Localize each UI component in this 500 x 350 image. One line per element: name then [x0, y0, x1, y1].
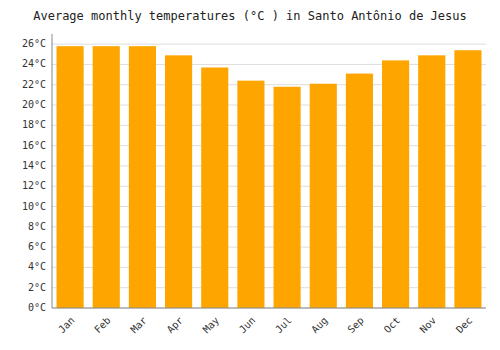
y-tick-label: 14°C	[22, 160, 46, 171]
x-axis: Jan Feb Mar Apr May Jun Jul Aug Sep Oct Nov Dec	[52, 308, 486, 335]
x-axis-line	[52, 308, 486, 309]
bar	[57, 46, 84, 308]
x-tick-label: Oct	[382, 315, 403, 336]
bar	[418, 55, 445, 308]
bar	[201, 67, 228, 308]
x-tick-label: Aug	[309, 315, 330, 336]
x-tick-label: Nov	[418, 315, 439, 336]
y-axis: 0°C 2°C 4°C 6°C 8°C 10°C 12°C 14°C 16°C 18°C 20°C 2…	[22, 34, 52, 313]
y-tick-label: 10°C	[22, 201, 46, 212]
x-tick-label: Dec	[454, 315, 475, 336]
x-tick-label: Feb	[92, 315, 113, 336]
x-tick-label: Mar	[128, 315, 149, 336]
y-tick-label: 16°C	[22, 140, 46, 151]
y-tick-label: 2°C	[28, 282, 46, 293]
bar	[165, 55, 192, 308]
background	[0, 0, 500, 350]
bar	[274, 87, 301, 308]
chart-svg: 0°C 2°C 4°C 6°C 8°C 10°C 12°C 14°C 16°C 18°C 20°C 2…	[0, 0, 500, 350]
y-tick-label: 6°C	[28, 241, 46, 252]
y-tick-label: 20°C	[22, 99, 46, 110]
x-tick-label: Jan	[56, 315, 77, 336]
x-tick-label: May	[201, 315, 222, 336]
y-tick-label: 4°C	[28, 261, 46, 272]
chart-container: 0°C 2°C 4°C 6°C 8°C 10°C 12°C 14°C 16°C 18°C 20°C 2…	[0, 0, 500, 350]
y-tick-label: 12°C	[22, 180, 46, 191]
bar	[346, 74, 373, 308]
grid-line	[52, 308, 486, 309]
bar	[454, 50, 481, 308]
y-tick-label: 26°C	[22, 38, 46, 49]
x-tick-label: Jun	[237, 315, 258, 336]
y-tick-label: 0°C	[28, 302, 46, 313]
y-tick-label: 22°C	[22, 79, 46, 90]
bar	[93, 46, 120, 308]
y-tick-label: 18°C	[22, 119, 46, 130]
grid	[52, 44, 486, 308]
bar	[382, 60, 409, 308]
y-tick-label: 8°C	[28, 221, 46, 232]
bar	[310, 84, 337, 308]
bars	[57, 46, 482, 308]
bar	[129, 46, 156, 308]
y-axis-line	[52, 34, 53, 308]
x-tick-label: Apr	[165, 315, 186, 336]
x-tick-label: Sep	[345, 315, 366, 336]
title: Average monthly temperatures (°C ) in Sa…	[33, 9, 466, 23]
y-tick-label: 24°C	[22, 58, 46, 69]
grid-line	[52, 44, 486, 45]
bar	[237, 81, 264, 308]
x-tick-label: Jul	[273, 315, 294, 336]
